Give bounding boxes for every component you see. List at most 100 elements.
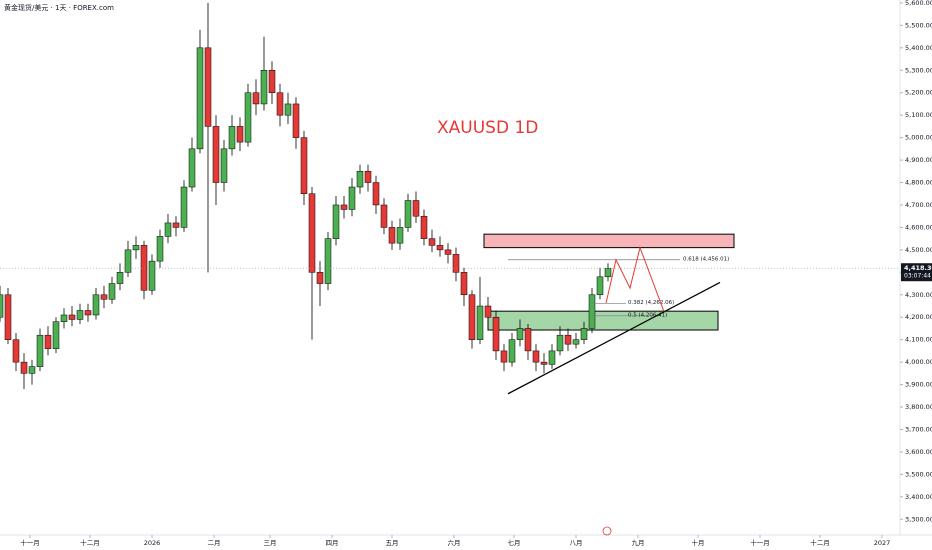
candle-body [172,222,180,228]
candle-body [588,294,596,329]
candle-body [316,272,324,284]
candle-body [364,171,372,183]
candle-body [60,314,68,322]
y-tick-label: 5,200.00 [905,89,932,97]
candle-body [124,249,132,273]
last-price-label: 4,418.30 [904,264,932,272]
candle-body [428,238,436,246]
candle-body [164,222,172,237]
symbol-label: 黄金现货/美元 · 1天 · FOREX.com [4,3,114,12]
x-tick-label: 六月 [448,538,461,547]
y-tick-label: 3,700.00 [905,425,932,433]
candle-body [20,361,28,374]
candle-body [28,366,36,374]
y-tick-label: 4,200.00 [905,313,932,321]
candle-body [444,249,452,255]
countdown-label: 03:07:44 [904,273,931,280]
y-tick-label: 5,400.00 [905,44,932,52]
candle-body [532,350,540,363]
y-tick-label: 5,100.00 [905,111,932,119]
x-tick-label: 七月 [508,538,521,547]
candle-body [180,186,188,228]
projection-path [605,245,665,312]
candle-body [260,70,268,105]
candle-body [228,126,236,150]
candle-body [492,316,500,352]
x-tick-label: 三月 [264,539,277,547]
candle-body [596,276,604,296]
x-tick-label: 十一月 [750,538,770,547]
candle-body [604,268,612,278]
candle-body [548,350,556,365]
candle-body [308,193,316,273]
candle-body [540,361,548,365]
fib-label: 0.382 (4,262.06) [628,300,674,306]
candle-body [252,92,260,105]
trendline [507,281,721,395]
y-tick-label: 3,300.00 [905,515,932,523]
candle-body [508,339,516,363]
candle-body [452,254,460,273]
candle-body [332,204,340,239]
candle-body [52,321,60,349]
y-tick-label: 4,800.00 [905,179,932,187]
candle-body [484,305,492,318]
x-tick-label: 2026 [144,539,161,547]
x-tick-label: 十一月 [20,538,40,547]
y-tick-label: 5,600.00 [905,0,932,7]
candle-body [196,47,204,150]
candle-body [0,294,4,318]
candle-body [100,294,108,300]
candle-body [116,272,124,284]
candle-body [556,334,564,352]
candle-body [300,137,308,194]
candle-body [420,215,428,239]
candle-body [204,47,212,127]
candle-body [12,339,20,363]
candle-body [4,294,12,340]
price-zone [483,233,735,249]
fib-label: 0.5 (4,206.41) [628,312,667,318]
y-tick-label: 4,100.00 [905,336,932,344]
candle-body [572,339,580,345]
y-tick-label: 4,300.00 [905,291,932,299]
candle-body [292,103,300,138]
fib-label: 0.618 (4,456.01) [683,256,729,262]
y-tick-label: 4,900.00 [905,156,932,164]
y-tick-label: 5,500.00 [905,21,932,29]
y-tick-label: 5,300.00 [905,66,932,74]
candle-body [276,92,284,116]
y-tick-label: 4,700.00 [905,201,932,209]
x-tick-label: 九月 [632,538,645,547]
x-tick-label: 十二月 [810,538,830,547]
y-tick-label: 3,800.00 [905,403,932,411]
candle-body [236,126,244,143]
x-tick-label: 十二月 [80,538,100,547]
y-tick-label: 3,600.00 [905,448,932,456]
y-tick-label: 4,500.00 [905,246,932,254]
candle-body [268,70,276,93]
last-price-box [901,263,932,282]
event-icon[interactable] [602,526,612,536]
candle-body [348,186,356,210]
candle-body [468,294,476,340]
candle-body [356,171,364,188]
candle-body [412,200,420,217]
candle-body [220,148,228,183]
candle-body [476,305,484,340]
y-tick-label: 3,400.00 [905,493,932,501]
x-tick-label: 八月 [570,539,583,547]
candle-body [92,294,100,316]
candle-body [396,227,404,244]
candle-body [76,310,84,320]
candle-body [244,92,252,143]
candle-body [44,334,52,349]
y-tick-label: 4,000.00 [905,358,932,366]
candle-body [36,334,44,367]
candle-body [68,314,76,320]
candle-body [372,182,380,206]
candle-body [284,103,292,116]
y-tick-label: 5,000.00 [905,134,932,142]
candle-body [132,245,140,251]
